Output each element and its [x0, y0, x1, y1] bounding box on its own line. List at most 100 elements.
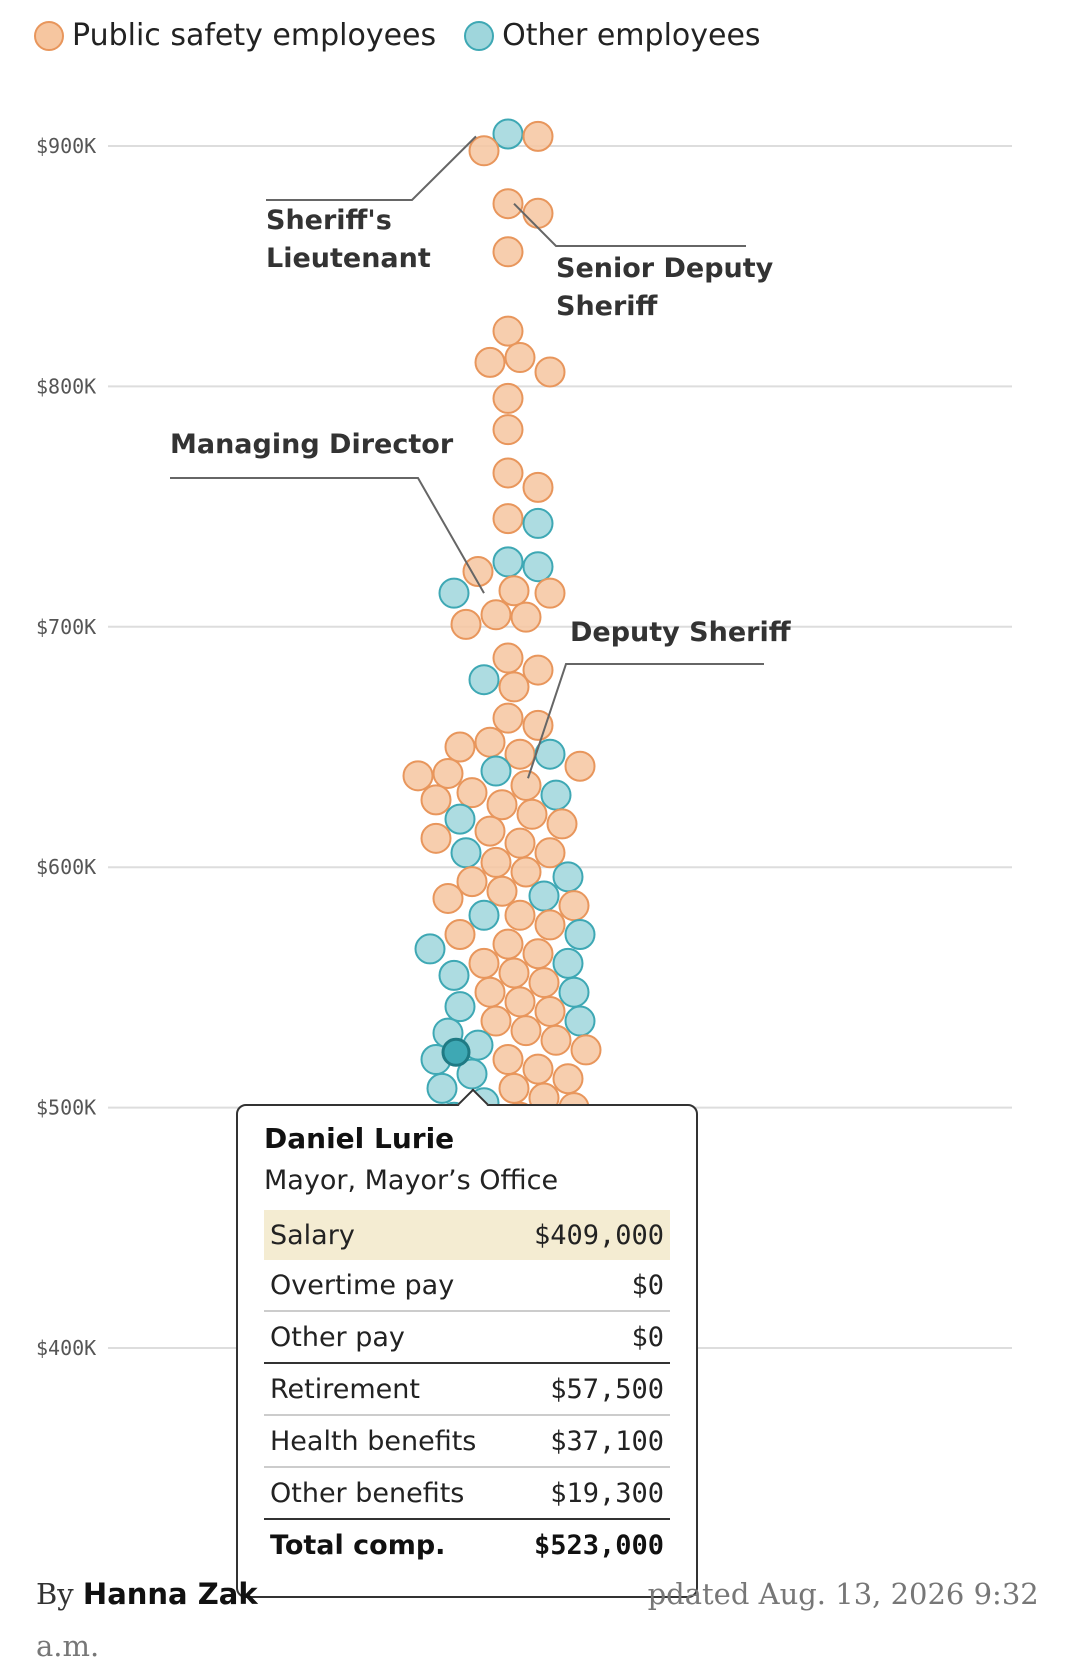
public-safety-dot[interactable] — [462, 556, 494, 588]
public-safety-dot[interactable] — [480, 1005, 512, 1037]
public-safety-dot[interactable] — [534, 995, 566, 1027]
other-employee-dot[interactable] — [558, 976, 590, 1008]
public-safety-dot[interactable] — [480, 599, 512, 631]
public-safety-dot[interactable] — [468, 135, 500, 167]
tooltip-label: Total comp. — [270, 1529, 446, 1561]
public-safety-dot[interactable] — [510, 601, 542, 633]
public-safety-dot[interactable] — [444, 919, 476, 951]
public-safety-dot[interactable] — [498, 671, 530, 703]
public-safety-dot[interactable] — [510, 1015, 542, 1047]
public-safety-dot[interactable] — [474, 346, 506, 378]
public-safety-dot[interactable] — [558, 890, 590, 922]
public-safety-dot[interactable] — [492, 928, 524, 960]
public-safety-dot[interactable] — [552, 1063, 584, 1095]
public-safety-dot[interactable] — [420, 822, 452, 854]
public-safety-dot[interactable] — [504, 827, 536, 859]
public-safety-dot[interactable] — [504, 986, 536, 1018]
other-employee-dot[interactable] — [528, 880, 560, 912]
other-employee-dot[interactable] — [438, 577, 470, 609]
public-safety-dot[interactable] — [534, 356, 566, 388]
other-employee-dot[interactable] — [564, 919, 596, 951]
other-employee-dot[interactable] — [564, 1005, 596, 1037]
other-employee-dot[interactable] — [492, 118, 524, 150]
public-safety-dot[interactable] — [534, 837, 566, 869]
public-safety-dot[interactable] — [498, 1072, 530, 1104]
byline-author[interactable]: Hanna Zak — [82, 1577, 258, 1611]
public-safety-dot[interactable] — [492, 503, 524, 535]
annotation-leader-line — [527, 663, 764, 779]
other-employee-dot[interactable] — [468, 664, 500, 696]
public-safety-dot[interactable] — [492, 642, 524, 674]
legend-item-other[interactable]: Other employees — [464, 18, 761, 53]
public-safety-dot[interactable] — [546, 808, 578, 840]
legend-item-public-safety[interactable]: Public safety employees — [34, 18, 436, 53]
public-safety-dot[interactable] — [534, 577, 566, 609]
public-safety-dot[interactable] — [516, 798, 548, 830]
public-safety-dot[interactable] — [444, 731, 476, 763]
public-safety-dot[interactable] — [474, 815, 506, 847]
public-safety-dot[interactable] — [492, 457, 524, 489]
public-safety-dot[interactable] — [492, 236, 524, 268]
other-employee-dot[interactable] — [438, 959, 470, 991]
public-safety-dot[interactable] — [450, 608, 482, 640]
public-safety-dot[interactable] — [522, 120, 554, 152]
public-safety-dot[interactable] — [492, 188, 524, 220]
other-employee-dot[interactable] — [426, 1072, 458, 1104]
public-safety-dot[interactable] — [492, 414, 524, 446]
public-safety-dot[interactable] — [492, 702, 524, 734]
public-safety-dot[interactable] — [474, 976, 506, 1008]
public-safety-dot[interactable] — [504, 899, 536, 931]
public-safety-dot[interactable] — [504, 342, 536, 374]
public-safety-dot[interactable] — [522, 654, 554, 686]
other-employee-dot[interactable] — [444, 991, 476, 1023]
public-safety-dot[interactable] — [570, 1034, 602, 1066]
public-safety-dot[interactable] — [456, 777, 488, 809]
other-employee-dot[interactable] — [540, 779, 572, 811]
annotation-label: Sheriff's — [266, 205, 392, 236]
public-safety-dot[interactable] — [456, 866, 488, 898]
public-safety-dot[interactable] — [420, 784, 452, 816]
public-safety-dot[interactable] — [522, 709, 554, 741]
other-employee-dot[interactable] — [522, 551, 554, 583]
public-safety-dot[interactable] — [402, 760, 434, 792]
public-safety-dot[interactable] — [522, 1053, 554, 1085]
public-safety-dot[interactable] — [522, 938, 554, 970]
public-safety-dot[interactable] — [492, 1044, 524, 1076]
public-safety-dot[interactable] — [522, 471, 554, 503]
annotation-leader-line — [170, 477, 485, 594]
public-safety-dot[interactable] — [468, 947, 500, 979]
public-safety-dot[interactable] — [564, 750, 596, 782]
tooltip-value: $0 — [631, 1269, 664, 1301]
public-safety-dot[interactable] — [498, 575, 530, 607]
other-employee-dot[interactable] — [444, 803, 476, 835]
other-employee-dot[interactable] — [552, 947, 584, 979]
public-safety-dot[interactable] — [432, 882, 464, 914]
public-safety-dot[interactable] — [492, 315, 524, 347]
other-employee-dot[interactable] — [468, 899, 500, 931]
public-safety-dot[interactable] — [540, 1024, 572, 1056]
public-safety-dot[interactable] — [492, 382, 524, 414]
public-safety-dot[interactable] — [486, 789, 518, 821]
public-safety-dot[interactable] — [510, 769, 542, 801]
public-safety-dot[interactable] — [432, 757, 464, 789]
tooltip-value: $57,500 — [550, 1373, 664, 1405]
other-employee-dot[interactable] — [414, 933, 446, 965]
tooltip-row-salary: Salary $409,000 — [264, 1210, 670, 1260]
public-safety-dot[interactable] — [522, 197, 554, 229]
public-safety-dot[interactable] — [510, 856, 542, 888]
public-safety-dot[interactable] — [480, 846, 512, 878]
other-employee-dot[interactable] — [552, 861, 584, 893]
other-employee-dot[interactable] — [492, 546, 524, 578]
annotation-label: Senior Deputy — [556, 253, 774, 284]
other-employee-dot[interactable] — [480, 755, 512, 787]
highlighted-employee-dot[interactable] — [441, 1037, 471, 1067]
public-safety-dot[interactable] — [528, 967, 560, 999]
other-employee-dot[interactable] — [522, 507, 554, 539]
public-safety-dot[interactable] — [498, 957, 530, 989]
public-safety-dot[interactable] — [534, 909, 566, 941]
public-safety-dot[interactable] — [474, 726, 506, 758]
other-employee-dot[interactable] — [450, 837, 482, 869]
byline-updated-cont: a.m. — [36, 1629, 100, 1663]
tooltip-value: $409,000 — [533, 1219, 664, 1251]
public-safety-dot[interactable] — [486, 875, 518, 907]
